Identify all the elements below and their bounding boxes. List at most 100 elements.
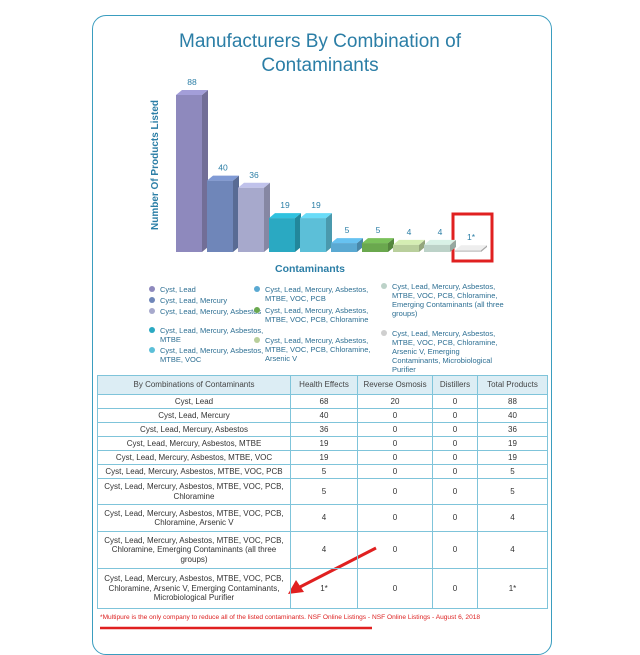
legend-entry: Cyst, Lead, Mercury, Asbestos, MTBE, VOC… [254, 336, 377, 363]
bar-side [233, 175, 239, 252]
value-label: 5 [376, 225, 381, 235]
value-label: 40 [218, 163, 228, 173]
bar-side [202, 90, 208, 252]
bar-top [300, 213, 332, 219]
bar [362, 243, 388, 252]
value-label: 4 [438, 227, 443, 237]
table-cell: 1* [477, 568, 548, 609]
legend-swatch [381, 283, 387, 289]
legend-swatch [149, 286, 155, 292]
legend-entry: Cyst, Lead, Mercury, Asbestos, MTBE [149, 326, 272, 344]
legend-swatch [149, 297, 155, 303]
bar-top [331, 238, 363, 244]
legend-entry: Cyst, Lead, Mercury, Asbestos [149, 307, 272, 316]
row-label: Cyst, Lead, Mercury [97, 408, 291, 423]
row-label: Cyst, Lead, Mercury, Asbestos, MTBE, VOC [97, 450, 291, 465]
table-cell: 19 [477, 450, 548, 465]
bar [269, 218, 295, 252]
table-cell: 0 [357, 531, 433, 569]
bar-side [388, 238, 394, 252]
table-cell: 20 [357, 394, 433, 409]
table-cell: 0 [357, 568, 433, 609]
row-label: Cyst, Lead, Mercury, Asbestos [97, 422, 291, 437]
bar-top [424, 239, 456, 245]
value-label: 88 [187, 77, 197, 87]
table-row: Cyst, Lead, Mercury, Asbestos, MTBE 19 0 0 1… [97, 436, 548, 451]
bar [300, 218, 326, 252]
bar-side [481, 245, 487, 252]
legend-entry: Cyst, Lead, Mercury, Asbestos, MTBE, VOC [149, 346, 272, 364]
bar-side [357, 238, 363, 252]
bar [176, 95, 202, 252]
y-axis-label: Number Of Products Listed [150, 100, 161, 230]
legend-swatch [149, 347, 155, 353]
legend-swatch [254, 307, 260, 313]
table-cell: 5 [290, 478, 358, 505]
row-label: Cyst, Lead, Mercury, Asbestos, MTBE, VOC… [97, 568, 291, 609]
table-row: Cyst, Lead, Mercury, Asbestos, MTBE, VOC… [97, 450, 548, 465]
bar-top [455, 245, 487, 251]
header-row: By Combinations of Contaminants Health Ef… [97, 375, 548, 395]
row-label: Cyst, Lead, Mercury, Asbestos, MTBE [97, 436, 291, 451]
data-table: By Combinations of Contaminants Health Ef… [97, 375, 548, 609]
row-label: Cyst, Lead, Mercury, Asbestos, MTBE, VOC… [97, 504, 291, 532]
x-axis-label: Contaminants [275, 263, 345, 275]
table-cell: 19 [290, 450, 358, 465]
table-row: Cyst, Lead, Mercury, Asbestos 36 0 0 36 [97, 422, 548, 437]
page: Manufacturers By Combination of Contamin… [92, 15, 552, 655]
legend-entry: Cyst, Lead, Mercury, Asbestos, MTBE, VOC… [254, 306, 377, 324]
legend-entry: Cyst, Lead, Mercury, Asbestos, MTBE, VOC… [381, 282, 504, 318]
table-cell: 5 [477, 464, 548, 479]
table-cell: 4 [290, 504, 358, 532]
header-cell: Health Effects [290, 375, 358, 395]
bar-top [269, 213, 301, 219]
value-label: 5 [345, 225, 350, 235]
row-label: Cyst, Lead, Mercury, Asbestos, MTBE, VOC… [97, 531, 291, 569]
table-cell: 0 [432, 450, 478, 465]
chart-title: Manufacturers By Combination of Contamin… [179, 31, 461, 76]
table-cell: 0 [432, 531, 478, 569]
bar [238, 187, 264, 252]
bar-top [207, 175, 239, 181]
header-cell: By Combinations of Contaminants [97, 375, 291, 395]
table-cell: 0 [432, 568, 478, 609]
table-cell: 0 [357, 504, 433, 532]
table-cell: 5 [290, 464, 358, 479]
legend-swatch [254, 337, 260, 343]
table-cell: 40 [290, 408, 358, 423]
table-cell: 0 [432, 478, 478, 505]
table-cell: 0 [357, 450, 433, 465]
table-cell: 0 [432, 422, 478, 437]
bar [424, 244, 450, 252]
bar-side [264, 182, 270, 252]
table-row: Cyst, Lead, Mercury, Asbestos, MTBE, VOC… [97, 504, 548, 532]
chart: Number Of Products Listed Contaminants 8… [100, 77, 494, 630]
header-cell: Distillers [432, 375, 478, 395]
footnote: *Multipure is the only company to reduce… [100, 614, 481, 621]
bar-top [393, 239, 425, 245]
table-cell: 0 [432, 504, 478, 532]
table-cell: 0 [357, 464, 433, 479]
highlight-box [451, 212, 494, 263]
value-label: 19 [280, 200, 290, 210]
table-cell: 0 [432, 408, 478, 423]
legend-swatch [149, 308, 155, 314]
header-cell: Reverse Osmosis [357, 375, 433, 395]
table-row: Cyst, Lead, Mercury, Asbestos, MTBE, VOC… [97, 464, 548, 479]
row-label: Cyst, Lead, Mercury, Asbestos, MTBE, VOC… [97, 478, 291, 505]
bar-side [419, 239, 425, 252]
table-row: Cyst, Lead, Mercury 40 0 0 40 [97, 408, 548, 423]
header-cell: Total Products [477, 375, 548, 395]
legend-entry: Cyst, Lead [149, 285, 272, 294]
bar [455, 250, 481, 252]
value-label: 1* [467, 232, 476, 242]
table-cell: 88 [477, 394, 548, 409]
table-row: Cyst, Lead, Mercury, Asbestos, MTBE, VOC… [97, 568, 548, 609]
table-cell: 0 [357, 408, 433, 423]
bar-top [238, 182, 270, 188]
table-cell: 19 [290, 436, 358, 451]
row-label: Cyst, Lead [97, 394, 291, 409]
legend-entry: Cyst, Lead, Mercury, Asbestos, MTBE, VOC… [381, 329, 504, 374]
bar [207, 180, 233, 252]
legend-swatch [381, 330, 387, 336]
